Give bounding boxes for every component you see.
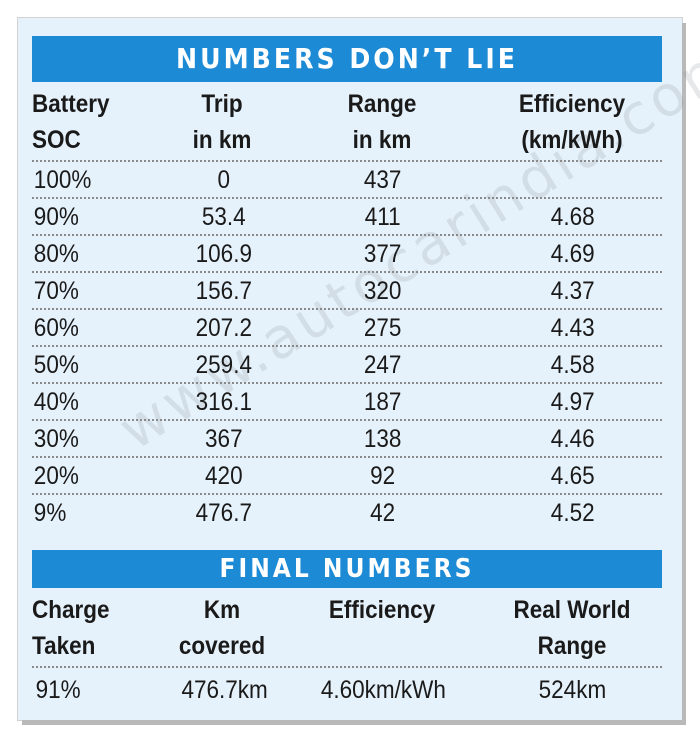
table-cell: 316.1 bbox=[195, 388, 252, 416]
table-cell: 476.7 bbox=[195, 499, 252, 527]
numbers-card: www.autocarindia.com NUMBERS DON’T LIE B… bbox=[18, 18, 700, 720]
table-cell: 60% bbox=[33, 314, 79, 342]
table-row: 70% 156.7 320 4.37 bbox=[32, 273, 662, 310]
table-row: 100% 0 437 bbox=[32, 162, 662, 199]
final-title: FINAL NUMBERS bbox=[32, 550, 662, 588]
header-efficiency: Efficiency (km/kWh) bbox=[518, 90, 626, 154]
table-cell: 4.65 bbox=[550, 462, 595, 490]
table-row: 80% 106.9 377 4.69 bbox=[32, 236, 662, 273]
table-cell: 437 bbox=[364, 166, 402, 194]
table-cell: 0 bbox=[217, 166, 230, 194]
header-range: Range in km bbox=[347, 90, 417, 154]
table-cell: 367 bbox=[204, 425, 243, 453]
table-cell: 4.43 bbox=[550, 314, 595, 342]
table-cell: 80% bbox=[33, 240, 79, 268]
table-cell: 320 bbox=[364, 277, 402, 305]
table-cell: 4.58 bbox=[550, 351, 595, 379]
final-real-world-range: 524km bbox=[538, 676, 607, 704]
table-row: 60% 207.2 275 4.43 bbox=[32, 310, 662, 347]
table-row: 30% 367 138 4.46 bbox=[32, 421, 662, 458]
header-final-efficiency: Efficiency bbox=[328, 596, 436, 624]
table-title: NUMBERS DON’T LIE bbox=[32, 36, 662, 82]
table-cell: 40% bbox=[33, 388, 79, 416]
table-cell: 259.4 bbox=[195, 351, 252, 379]
table-cell: 275 bbox=[364, 314, 402, 342]
table-cell: 4.97 bbox=[550, 388, 595, 416]
header-real-world-range: Real World Range bbox=[513, 596, 631, 660]
table-cell: 20% bbox=[33, 462, 79, 490]
table-cell: 50% bbox=[33, 351, 79, 379]
final-charge-taken: 91% bbox=[35, 676, 81, 704]
table-cell: 70% bbox=[33, 277, 79, 305]
table-cell: 90% bbox=[33, 203, 79, 231]
table-cell: 377 bbox=[364, 240, 402, 268]
table-cell: 156.7 bbox=[195, 277, 252, 305]
table-row: 40% 316.1 187 4.97 bbox=[32, 384, 662, 421]
table-cell: 4.68 bbox=[550, 203, 595, 231]
table-cell: 4.37 bbox=[550, 277, 595, 305]
table-cell: 4.69 bbox=[550, 240, 595, 268]
table-header: Battery SOC Trip in km Range in km Efficien… bbox=[32, 82, 662, 162]
table-row: 9% 476.7 42 4.52 bbox=[32, 495, 662, 530]
final-efficiency: 4.60km/kWh bbox=[321, 676, 447, 704]
table-cell: 30% bbox=[33, 425, 79, 453]
header-km-covered: Km covered bbox=[178, 596, 266, 660]
table-cell: 4.46 bbox=[550, 425, 595, 453]
final-header: Charge Taken Km covered Efficiency Real Wo… bbox=[32, 588, 662, 668]
table-cell: 247 bbox=[364, 351, 402, 379]
table-cell: 420 bbox=[204, 462, 243, 490]
table-cell: 106.9 bbox=[195, 240, 252, 268]
table-cell: 9% bbox=[33, 499, 67, 527]
table-row: 20% 420 92 4.65 bbox=[32, 458, 662, 495]
table-cell: 411 bbox=[364, 203, 401, 231]
header-trip: Trip in km bbox=[192, 90, 252, 154]
header-battery-soc: Battery SOC bbox=[32, 90, 110, 154]
table-row: 90% 53.4 411 4.68 bbox=[32, 199, 662, 236]
table-cell bbox=[492, 162, 653, 197]
table-cell: 92 bbox=[370, 462, 396, 490]
table-cell: 42 bbox=[370, 499, 396, 527]
table-cell: 207.2 bbox=[195, 314, 252, 342]
table-body: 100% 0 437 90% 53.4 411 4.68 80% 106.9 377 4.69 70%… bbox=[32, 162, 662, 530]
table-cell: 4.52 bbox=[550, 499, 595, 527]
table-cell: 187 bbox=[364, 388, 402, 416]
table-cell: 138 bbox=[364, 425, 402, 453]
table-row: 50% 259.4 247 4.58 bbox=[32, 347, 662, 384]
table-cell: 53.4 bbox=[201, 203, 246, 231]
table-cell: 100% bbox=[33, 166, 92, 194]
header-charge-taken: Charge Taken bbox=[32, 596, 110, 660]
final-km-covered: 476.7km bbox=[181, 676, 268, 704]
final-values-row: 91% 476.7km 4.60km/kWh 524km bbox=[32, 670, 662, 710]
